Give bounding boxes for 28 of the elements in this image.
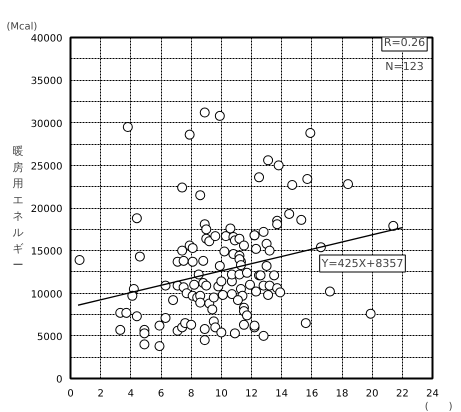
x-tick-label: 6 xyxy=(158,388,164,400)
x-tick-label: 16 xyxy=(305,388,318,400)
y-tick-label: 25000 xyxy=(30,161,62,172)
y-tick-label: 15000 xyxy=(30,246,62,258)
y-tick-label: 0 xyxy=(56,374,63,386)
x-tick-label: 0 xyxy=(67,388,74,400)
x-tick-label: 14 xyxy=(275,388,288,400)
y-axis-title: 暖房用エネルギー xyxy=(12,144,24,272)
x-tick-label: 12 xyxy=(245,388,258,400)
x-tick-label: 22 xyxy=(396,388,409,400)
x-tick-label: 8 xyxy=(188,388,194,400)
x-tick-label: 18 xyxy=(336,388,348,400)
x-tick-label: 4 xyxy=(128,388,134,400)
y-tick-label: 20000 xyxy=(30,204,62,215)
y-tick-label: 5000 xyxy=(37,332,63,343)
y-tick-label: 35000 xyxy=(30,76,62,88)
x-tick-label: 10 xyxy=(214,388,228,400)
x-tick-label: 2 xyxy=(97,388,104,400)
x-tick-label: 24 xyxy=(426,388,439,400)
y-tick-label: 30000 xyxy=(30,118,62,130)
annotation: N=123 xyxy=(385,60,424,73)
text: (Mcal) xyxy=(6,22,38,32)
x-tick-label: 20 xyxy=(366,388,379,400)
y-tick-label: 10000 xyxy=(30,289,62,300)
y-tick-label: 40000 xyxy=(30,34,62,44)
annotation: R=0.26 xyxy=(384,36,426,49)
x-axis-title: ( ) xyxy=(424,402,453,412)
annotation: Y=425X+8357 xyxy=(320,257,404,270)
